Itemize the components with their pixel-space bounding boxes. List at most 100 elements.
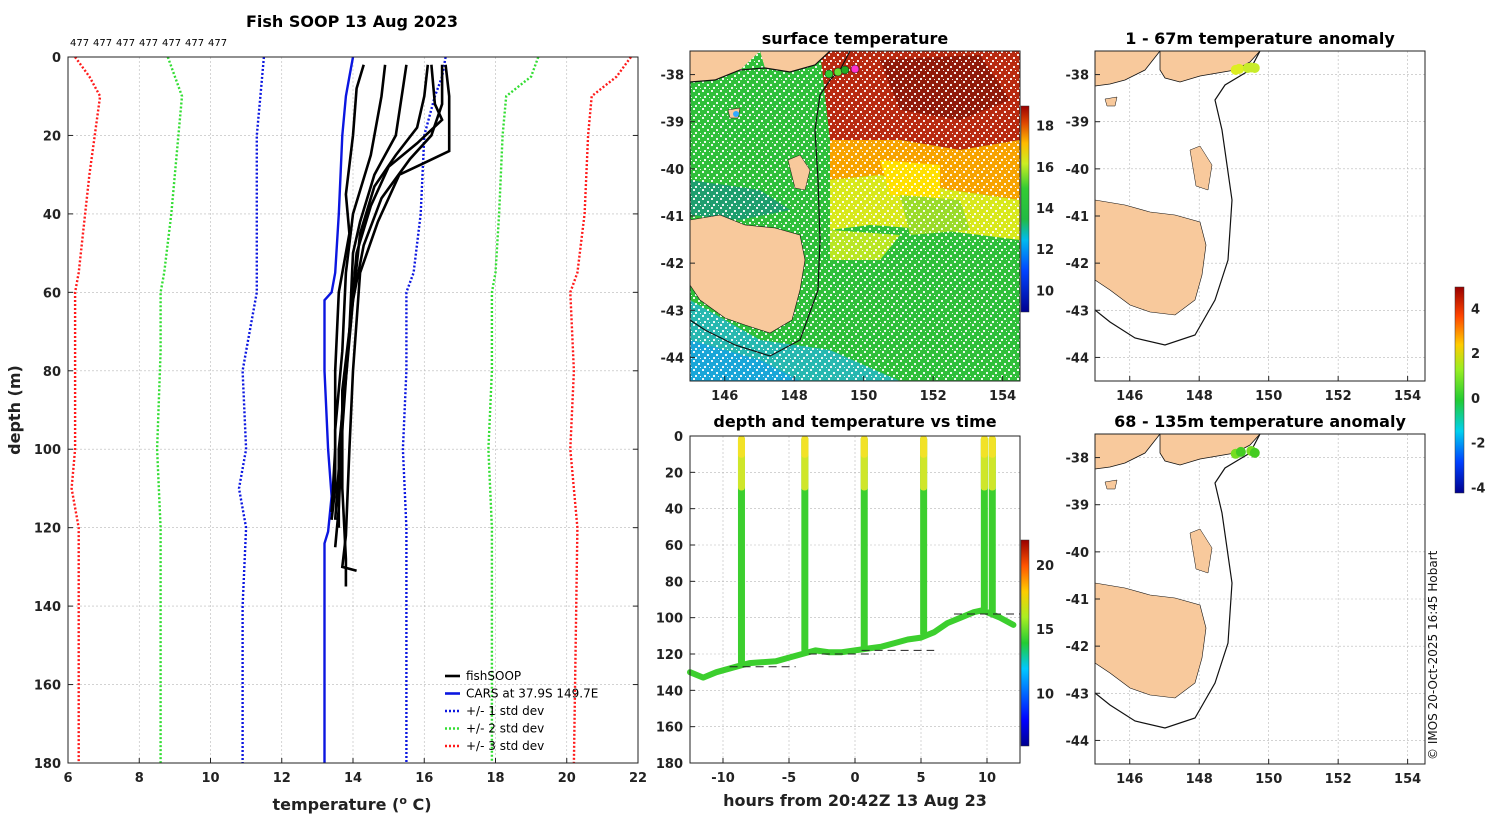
- anomaly-upper-map: [1095, 51, 1261, 346]
- depth-time-x-tick-label: 0: [850, 771, 859, 786]
- sst-colorbar: [1020, 105, 1030, 313]
- legend-label: fishSOOP: [466, 669, 521, 683]
- depth-time-colorbar: [1020, 539, 1030, 747]
- map-y-tick-label: -42: [1066, 640, 1090, 655]
- map-y-tick-label: -38: [1066, 452, 1090, 467]
- sst-cast-marker: [824, 69, 834, 79]
- depth-time-colorbar-label: 15: [1036, 623, 1054, 638]
- profile-x-label: temperature (o C): [272, 794, 431, 814]
- profile-series-line: [487, 56, 540, 763]
- anomaly-upper-panel: 1 - 67m temperature anomaly 146 148 150 152…: [1066, 29, 1426, 404]
- profile-series-line: [340, 64, 444, 587]
- depth-time-data: [687, 436, 1020, 681]
- anomaly-lower-ticks: 146 148 150 152 154 -38 -39 -40 -41 -42 -43 -44: [1066, 452, 1422, 787]
- map-x-tick-label: 148: [781, 389, 808, 404]
- profile-y-label: depth (m): [5, 365, 24, 455]
- depth-time-colorbar-label: 10: [1036, 688, 1054, 703]
- anomaly-upper-title: 1 - 67m temperature anomaly: [1125, 29, 1395, 48]
- anomaly-colorbar-ticks: 4 2 0 -2 -4: [1471, 302, 1485, 496]
- map-x-tick-label: 148: [1186, 772, 1213, 787]
- profile-panel: Fish SOOP 13 Aug 2023 477 477 477 477 477 477…: [5, 12, 647, 814]
- map-y-tick-label: -41: [1066, 210, 1090, 225]
- sst-cast-marker: [840, 65, 850, 75]
- sst-colorbar-label: 10: [1036, 284, 1054, 299]
- depth-time-y-tick-label: 80: [665, 575, 683, 590]
- depth-time-x-tick-label: -10: [711, 771, 735, 786]
- depth-time-x-tick-label: 5: [916, 771, 925, 786]
- map-y-tick-label: -44: [661, 351, 685, 366]
- profile-grid: [67, 56, 639, 764]
- map-x-tick-label: 154: [1394, 389, 1421, 404]
- depth-time-colorbar-ticks: 20 15 10: [1036, 559, 1054, 703]
- cast-column-warm-top: [860, 436, 868, 458]
- anomaly-upper-grid: [1095, 51, 1425, 381]
- depth-time-x-label: hours from 20:42Z 13 Aug 23: [723, 791, 987, 810]
- depth-time-y-tick-label: 0: [674, 430, 683, 445]
- anomaly-colorbar-label: 0: [1471, 392, 1480, 407]
- map-x-tick-label: 152: [920, 389, 947, 404]
- depth-time-y-tick-label: 100: [656, 612, 683, 627]
- sst-colorbar-ticks: 18 16 14 12 10: [1036, 120, 1054, 300]
- profile-y-tick-label: 140: [34, 600, 61, 615]
- map-y-tick-label: -44: [1066, 351, 1090, 366]
- map-x-tick-label: 150: [850, 389, 877, 404]
- profile-legend: fishSOOP CARS at 37.9S 149.7E +/- 1 std de…: [445, 669, 598, 753]
- profile-series: [70, 56, 632, 764]
- map-x-tick-label: 152: [1325, 772, 1352, 787]
- cast-column-warm-top: [988, 436, 996, 458]
- legend-label: +/- 1 std dev: [466, 704, 544, 718]
- profile-y-ticks: 0 20 40 60 80 100 120 140 160 180: [34, 51, 638, 772]
- cast-id-label: 477: [70, 38, 89, 49]
- map-y-tick-label: -41: [1066, 593, 1090, 608]
- anomaly-upper-points: [1230, 62, 1260, 75]
- sst-station-marker: [733, 111, 739, 117]
- anomaly-colorbar-label: -2: [1471, 437, 1485, 452]
- map-x-tick-label: 150: [1255, 772, 1282, 787]
- depth-time-y-tick-label: 120: [656, 648, 683, 663]
- cast-id-label: 477: [162, 38, 181, 49]
- sst-colorbar-label: 16: [1036, 161, 1054, 176]
- anomaly-colorbar-label: 4: [1471, 302, 1480, 317]
- depth-time-y-tick-label: 160: [656, 721, 683, 736]
- sst-map-panel: surface temperature 146 148 150 1: [661, 29, 1055, 404]
- profile-series-line: [237, 56, 266, 763]
- cast-id-label: 477: [208, 38, 227, 49]
- depth-time-y-tick-label: 140: [656, 684, 683, 699]
- depth-time-x-tick-label: 10: [978, 771, 996, 786]
- depth-time-title: depth and temperature vs time: [713, 412, 996, 431]
- map-y-tick-label: -39: [661, 116, 685, 131]
- map-x-tick-label: 150: [1255, 389, 1282, 404]
- depth-time-colorbar-label: 20: [1036, 559, 1054, 574]
- cast-column-warm-top: [920, 436, 928, 458]
- profile-y-tick-label: 60: [43, 286, 61, 301]
- depth-time-y-tick-label: 40: [665, 503, 683, 518]
- anomaly-lower-panel: 68 - 135m temperature anomaly 146 148 150 1…: [1066, 286, 1485, 787]
- anomaly-lower-title: 68 - 135m temperature anomaly: [1114, 412, 1406, 431]
- cast-id-label: 477: [93, 38, 112, 49]
- map-y-tick-label: -40: [661, 163, 685, 178]
- map-y-tick-label: -41: [661, 210, 685, 225]
- map-y-tick-label: -38: [661, 69, 685, 84]
- profile-series-line: [569, 56, 632, 764]
- profile-x-tick-label: 14: [344, 771, 362, 786]
- legend-label: +/- 3 std dev: [466, 739, 544, 753]
- cast-column: [737, 436, 745, 666]
- depth-time-y-tick-label: 20: [665, 466, 683, 481]
- map-y-tick-label: -43: [1066, 687, 1090, 702]
- map-x-tick-label: 146: [1116, 389, 1143, 404]
- sst-colorbar-label: 14: [1036, 202, 1054, 217]
- map-y-tick-label: -42: [1066, 257, 1090, 272]
- profile-x-tick-label: 16: [415, 771, 433, 786]
- map-x-tick-label: 152: [1325, 389, 1352, 404]
- sst-field: [690, 51, 1020, 381]
- profile-y-tick-label: 180: [34, 757, 61, 772]
- depth-time-y-tick-label: 60: [665, 539, 683, 554]
- map-y-tick-label: -43: [661, 304, 685, 319]
- profile-x-tick-label: 22: [629, 771, 647, 786]
- map-y-tick-label: -43: [1066, 304, 1090, 319]
- anomaly-colorbar-label: 2: [1471, 347, 1480, 362]
- profile-x-tick-label: 18: [486, 771, 504, 786]
- sst-colorbar-label: 12: [1036, 243, 1054, 258]
- profile-y-tick-label: 20: [43, 129, 61, 144]
